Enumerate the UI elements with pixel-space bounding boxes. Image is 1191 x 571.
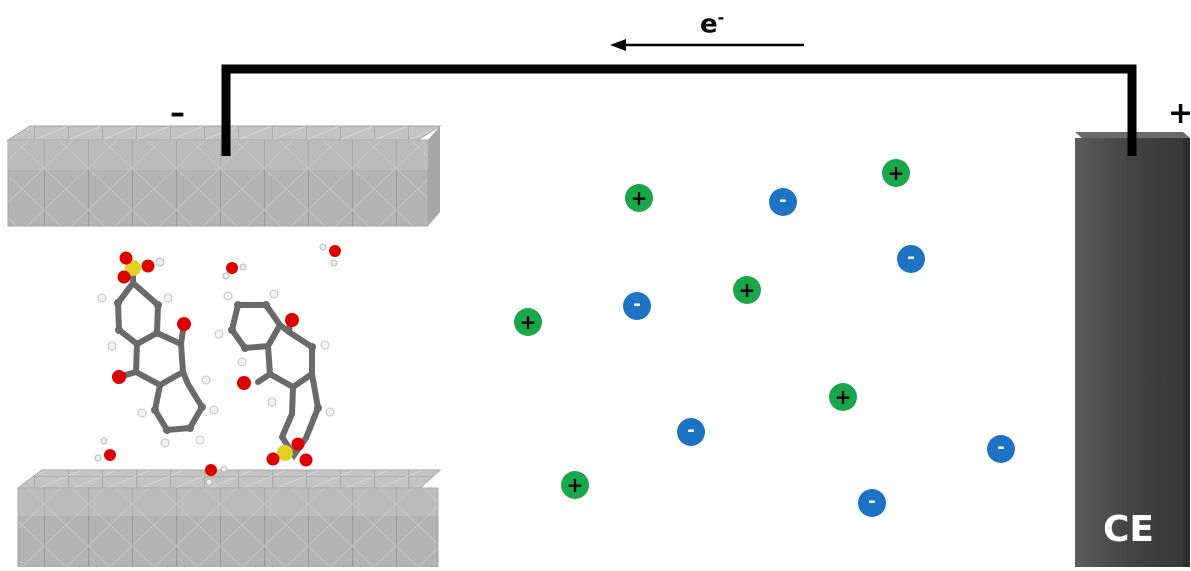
cation: + <box>561 471 589 499</box>
cation: + <box>882 159 910 187</box>
water-molecule-icon <box>319 243 341 267</box>
anion: - <box>858 489 886 517</box>
anion: - <box>987 435 1015 463</box>
anion: - <box>769 188 797 216</box>
anion: - <box>623 292 651 320</box>
cation: + <box>514 308 542 336</box>
anion: - <box>677 418 705 446</box>
electron-symbol: e <box>700 9 718 40</box>
counter-electrode-label: CE <box>1103 509 1155 550</box>
layered-electrode-top <box>6 125 442 227</box>
anion: - <box>897 245 925 273</box>
electron-flow-arrow <box>610 39 804 51</box>
counter-electrode <box>1075 132 1190 567</box>
cation: + <box>625 184 653 212</box>
layered-electrode-bottom <box>16 469 442 568</box>
water-molecule-icon <box>94 437 116 462</box>
negative-terminal-sign: – <box>170 96 185 131</box>
cation: + <box>829 383 857 411</box>
water-molecule-icon <box>205 464 228 486</box>
electron-label: e- <box>700 8 724 40</box>
aqs-molecule-icon <box>97 251 219 448</box>
water-molecule-icon <box>222 262 247 280</box>
aqs-molecule-icon <box>214 289 335 467</box>
positive-terminal-sign: + <box>1168 96 1191 131</box>
cation: + <box>733 276 761 304</box>
circuit-wire <box>221 64 1137 156</box>
electron-charge: - <box>717 8 725 27</box>
